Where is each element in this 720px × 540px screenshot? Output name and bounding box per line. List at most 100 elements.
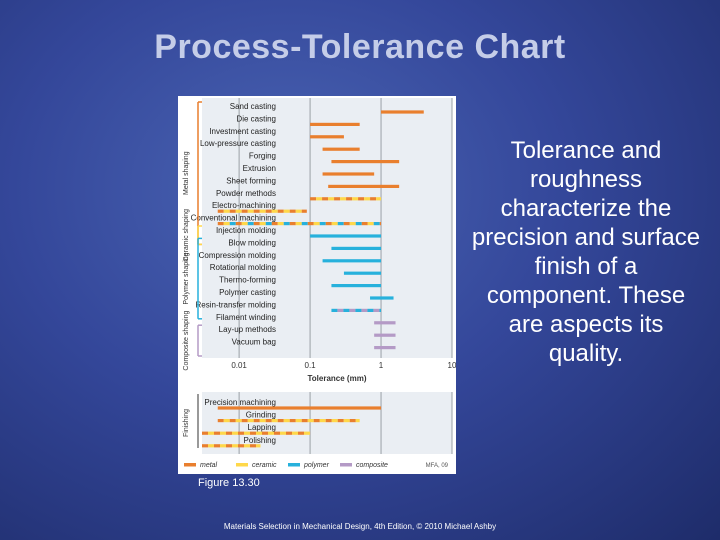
x-axis-label: Tolerance (mm) (308, 374, 367, 383)
upper-bar-8-seg (277, 209, 284, 213)
upper-bar-9-seg (295, 222, 302, 226)
upper-bar-9-seg (337, 222, 344, 226)
lower-bar-2-seg (250, 431, 256, 435)
lower-bar-3-seg (214, 444, 220, 448)
lower-bar-1-seg (307, 419, 314, 423)
lower-bar-2-seg (232, 431, 238, 435)
process-label: Sand casting (230, 102, 276, 111)
upper-bar-18 (374, 333, 396, 337)
upper-plot-area (202, 98, 452, 358)
process-label: Thermo-forming (219, 276, 276, 285)
process-label: Filament winding (216, 313, 276, 322)
upper-bar-16-seg (343, 308, 350, 312)
upper-bar-7-seg (322, 197, 329, 201)
lower-bar-1-seg (217, 419, 224, 423)
lower-plot-area (202, 392, 452, 454)
legend-swatch-metal (184, 463, 196, 467)
upper-bar-8-seg (247, 209, 254, 213)
upper-bar-9-seg (277, 222, 284, 226)
lower-bar-2-seg (268, 431, 274, 435)
lower-bar-3-seg (256, 444, 261, 448)
lower-bar-1-seg (283, 419, 290, 423)
upper-bar-16-seg (367, 308, 374, 312)
finishing-label: Lapping (248, 423, 276, 432)
lower-bar-0 (217, 406, 382, 410)
upper-bar-7-seg (346, 197, 353, 201)
finishing-label: Polishing (244, 436, 276, 445)
upper-bar-8-seg (289, 209, 296, 213)
lower-bar-2-seg (304, 431, 310, 435)
upper-bar-8-seg (271, 209, 278, 213)
x-tick-label-0.1: 0.1 (305, 361, 317, 370)
lower-bar-2-seg (280, 431, 286, 435)
upper-bar-8-seg (259, 209, 266, 213)
upper-bar-9-seg (313, 222, 320, 226)
lower-bar-3-seg (220, 444, 226, 448)
group-label: Ceramic shaping (183, 209, 190, 262)
upper-bar-16-seg (373, 308, 380, 312)
upper-bar-8-seg (229, 209, 236, 213)
process-label: Forging (249, 152, 276, 161)
lower-bar-1-seg (259, 419, 266, 423)
upper-bar-11 (331, 246, 382, 250)
upper-bar-8-seg (265, 209, 272, 213)
lower-bar-1-seg (325, 419, 332, 423)
upper-bar-16-seg (349, 308, 356, 312)
upper-bar-19 (374, 346, 396, 350)
upper-bar-8-seg (235, 209, 242, 213)
lower-bar-2-seg (262, 431, 268, 435)
legend-swatch-ceramic (236, 463, 248, 467)
upper-bar-9-seg (355, 222, 362, 226)
lower-bar-1-seg (343, 419, 350, 423)
upper-bar-8-seg (253, 209, 260, 213)
upper-bar-9-seg (241, 222, 248, 226)
lower-bar-1-seg (331, 419, 338, 423)
lower-bar-1-seg (313, 419, 320, 423)
lower-bar-3-seg (232, 444, 238, 448)
process-label: Blow molding (228, 238, 276, 247)
upper-bar-9-seg (223, 222, 230, 226)
upper-bar-9-seg (253, 222, 260, 226)
upper-bar-7-seg (352, 197, 359, 201)
upper-bar-9-seg (373, 222, 380, 226)
chart-panel: 0.01 0.1 1 10 Tolerance (mm) Sand casting Die … (178, 96, 456, 474)
upper-bar-16-seg (355, 308, 362, 312)
legend-label-metal: metal (200, 462, 218, 469)
upper-bar-9-seg (265, 222, 272, 226)
upper-bar-9-seg (307, 222, 314, 226)
lower-bar-1-seg (271, 419, 278, 423)
lower-bar-1-seg (277, 419, 284, 423)
lower-bar-1-seg (349, 419, 356, 423)
x-tick-label-1: 1 (379, 361, 384, 370)
upper-bar-9-seg (379, 222, 382, 226)
upper-bar-8-seg (295, 209, 302, 213)
upper-bar-5 (322, 172, 375, 176)
lower-bar-3-seg (244, 444, 250, 448)
upper-bar-9-seg (361, 222, 368, 226)
upper-bar-9-seg (319, 222, 326, 226)
slide-title: Process-Tolerance Chart (154, 28, 566, 66)
lower-bar-2-seg (202, 431, 208, 435)
upper-bar-14 (331, 284, 382, 288)
lower-bar-3-seg (238, 444, 244, 448)
process-label: Conventional machining (191, 214, 276, 223)
lower-bar-1-seg (319, 419, 326, 423)
upper-bar-9-seg (301, 222, 308, 226)
lower-bar-2-seg (220, 431, 226, 435)
lower-bar-2-seg (286, 431, 292, 435)
upper-bar-8-seg (223, 209, 230, 213)
lower-bar-1-seg (247, 419, 254, 423)
process-label: Die casting (236, 114, 276, 123)
process-label: Compression molding (199, 251, 276, 260)
legend-label-composite: composite (356, 462, 388, 469)
lower-bar-2-seg (226, 431, 232, 435)
upper-bar-9-seg (349, 222, 356, 226)
upper-bar-3 (322, 147, 360, 151)
lower-bar-3-seg (250, 444, 256, 448)
legend-label-ceramic: ceramic (252, 462, 277, 469)
upper-bar-13 (343, 271, 382, 275)
upper-bar-7-seg (310, 197, 317, 201)
watermark: MFA, 09 (426, 463, 449, 469)
lower-bar-1-seg (295, 419, 302, 423)
group-label-finishing: Finishing (183, 409, 190, 437)
